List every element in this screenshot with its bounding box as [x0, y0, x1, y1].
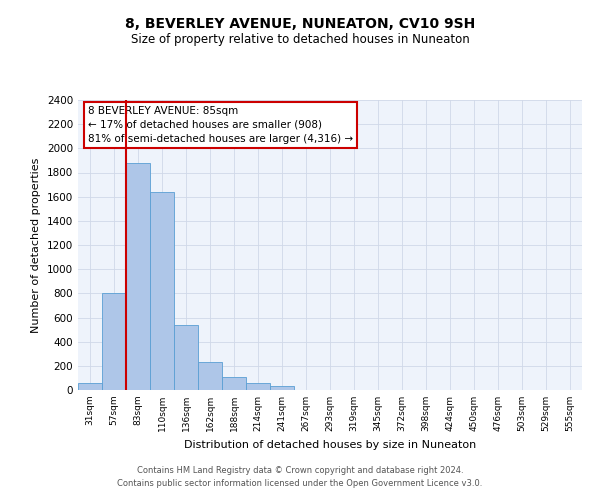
Bar — [222, 376, 246, 390]
Bar — [198, 362, 222, 390]
Bar — [270, 386, 294, 390]
Text: Size of property relative to detached houses in Nuneaton: Size of property relative to detached ho… — [131, 32, 469, 46]
Text: 8, BEVERLEY AVENUE, NUNEATON, CV10 9SH: 8, BEVERLEY AVENUE, NUNEATON, CV10 9SH — [125, 18, 475, 32]
Bar — [174, 325, 198, 390]
X-axis label: Distribution of detached houses by size in Nuneaton: Distribution of detached houses by size … — [184, 440, 476, 450]
Bar — [126, 163, 150, 390]
Bar — [78, 384, 102, 390]
Text: 8 BEVERLEY AVENUE: 85sqm
← 17% of detached houses are smaller (908)
81% of semi-: 8 BEVERLEY AVENUE: 85sqm ← 17% of detach… — [88, 106, 353, 144]
Text: Contains HM Land Registry data © Crown copyright and database right 2024.
Contai: Contains HM Land Registry data © Crown c… — [118, 466, 482, 487]
Bar — [102, 294, 126, 390]
Bar — [150, 192, 174, 390]
Bar — [246, 384, 270, 390]
Y-axis label: Number of detached properties: Number of detached properties — [31, 158, 41, 332]
